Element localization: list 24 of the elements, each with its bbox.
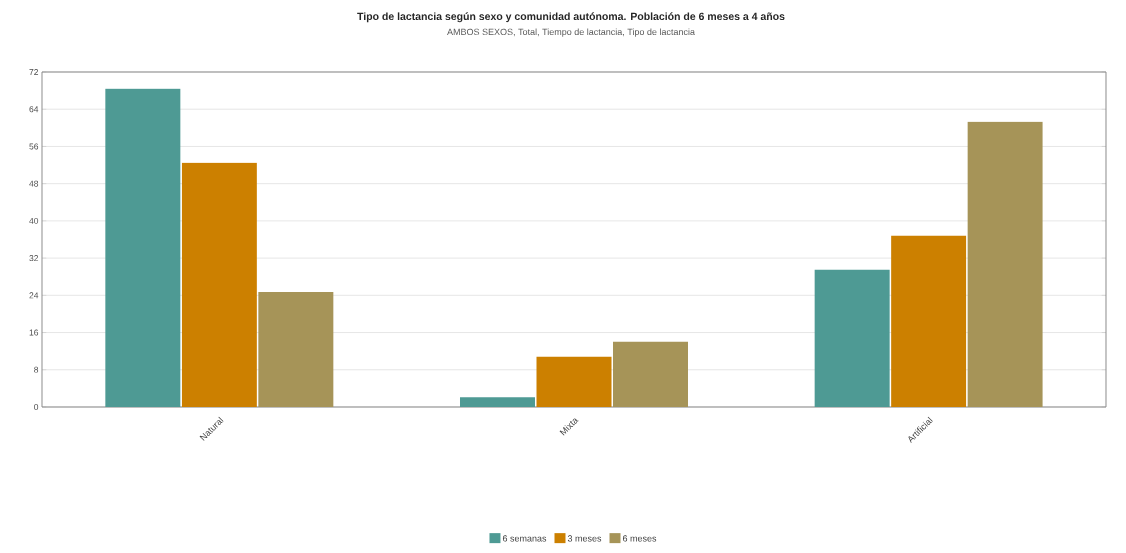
bar <box>814 269 890 407</box>
chart-title: Tipo de lactancia según sexo y comunidad autónoma. Población de 6 meses a 4 años <box>357 12 785 23</box>
y-tick-label: 24 <box>29 292 39 299</box>
bar <box>105 88 181 407</box>
legend-label: 6 meses <box>622 535 657 542</box>
y-tick-label: 16 <box>29 329 39 336</box>
y-tick-label: 48 <box>29 180 39 187</box>
y-tick-label: 8 <box>34 366 39 373</box>
y-tick-label: 56 <box>29 143 39 150</box>
chart-subtitle: AMBOS SEXOS, Total, Tiempo de lactancia, Tipo de lactancia <box>447 28 695 37</box>
y-tick-label: 0 <box>34 403 39 410</box>
bar <box>536 356 612 407</box>
bar <box>258 292 334 407</box>
y-tick-label: 40 <box>29 217 39 224</box>
bar <box>460 397 535 407</box>
legend-label: 6 semanas <box>502 535 547 542</box>
legend-label: 3 meses <box>567 535 602 542</box>
y-tick-label: 32 <box>29 255 39 262</box>
y-tick-label: 72 <box>29 69 39 75</box>
bar <box>613 341 688 407</box>
bar <box>891 235 967 407</box>
bar <box>967 121 1043 407</box>
y-tick-label: 64 <box>29 106 39 113</box>
bar <box>181 162 257 407</box>
